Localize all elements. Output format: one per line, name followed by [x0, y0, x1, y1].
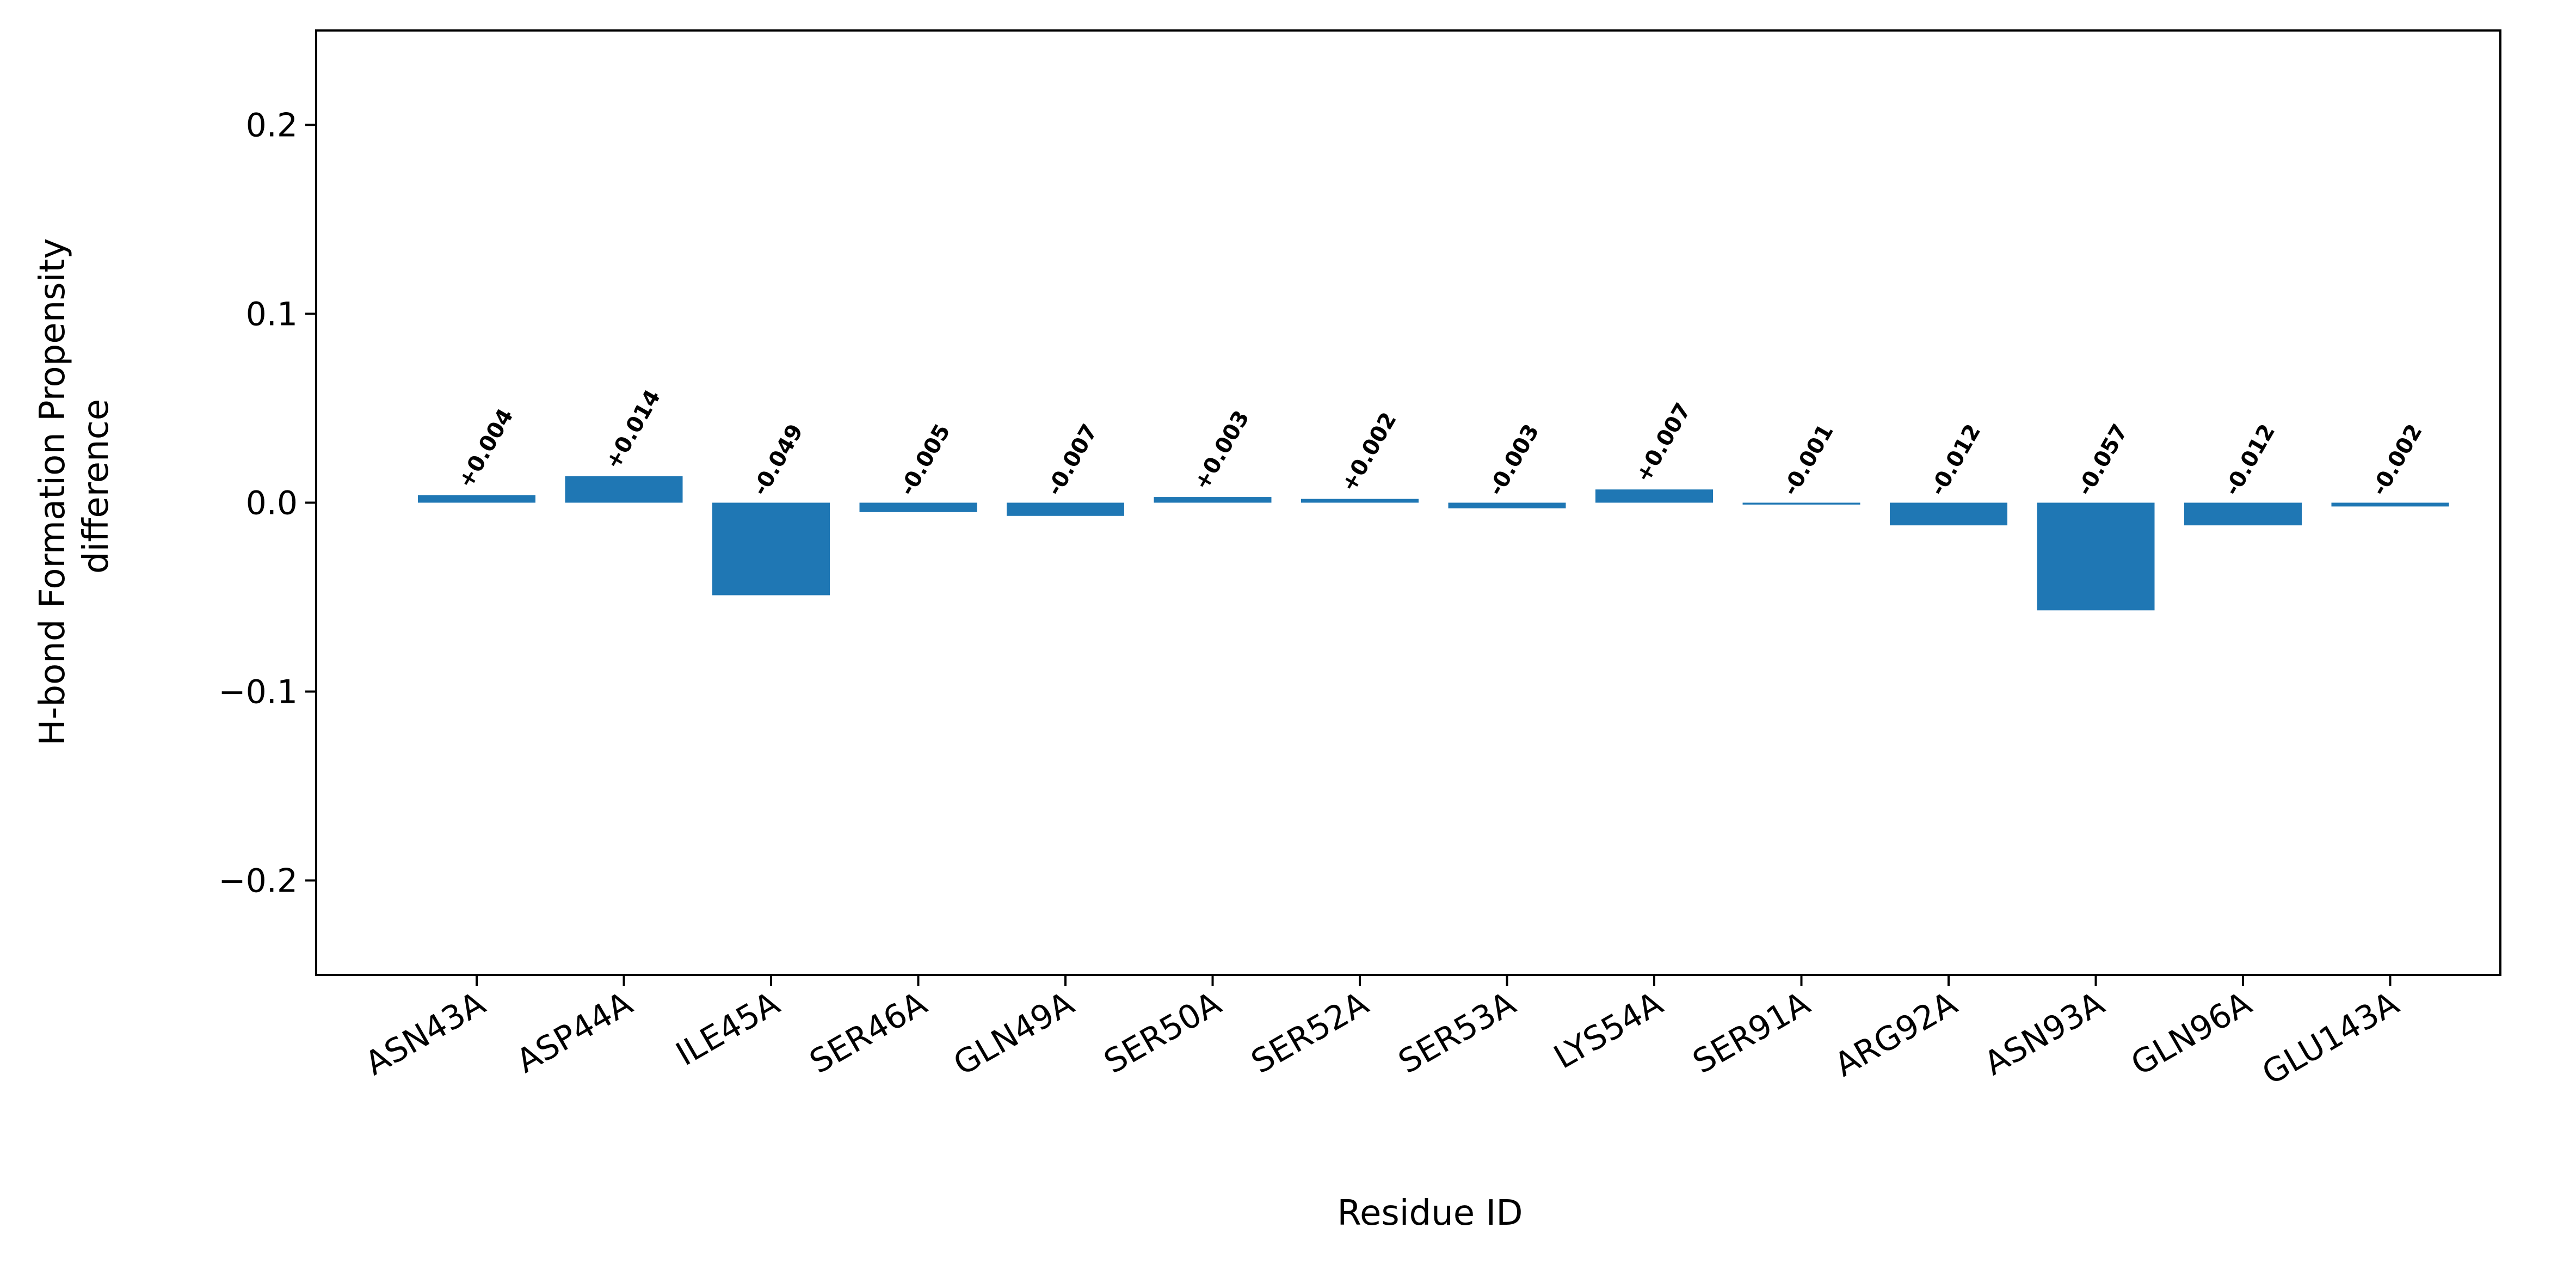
- y-tick-label: 0.2: [246, 107, 298, 145]
- bar-gln96a: [2184, 502, 2302, 526]
- y-axis-title-line-2: difference: [76, 399, 116, 574]
- bars-group: [418, 476, 2449, 611]
- bar-glu143a: [2331, 502, 2449, 507]
- y-tick-label: −0.2: [218, 862, 298, 900]
- y-axis-title-line-1: H-bond Formation Propensity: [33, 238, 73, 746]
- plot-frame: [315, 29, 2501, 976]
- y-tick-label: 0.0: [246, 484, 298, 523]
- bar-ser91a: [1742, 502, 1860, 505]
- bar-arg92a: [1890, 502, 2007, 526]
- bar-asn93a: [2037, 502, 2155, 611]
- bar-asp44a: [565, 476, 683, 503]
- bar-gln49a: [1007, 502, 1124, 516]
- y-tick-label: −0.1: [218, 673, 298, 711]
- bar-asn43a: [418, 495, 535, 503]
- bar-ser52a: [1301, 499, 1419, 503]
- bar-ser46a: [859, 502, 977, 512]
- y-axis-title: H-bond Formation Propensity difference: [33, 227, 116, 745]
- bar-lys54a: [1595, 489, 1713, 503]
- bar-ile45a: [712, 502, 830, 595]
- x-axis-title: Residue ID: [1337, 1193, 1523, 1233]
- bar-ser50a: [1154, 497, 1272, 503]
- y-axis-ticks: −0.2 −0.1 0.0 0.1 0.2: [218, 107, 316, 900]
- y-tick-label: 0.1: [246, 296, 298, 334]
- bar-ser53a: [1448, 502, 1566, 508]
